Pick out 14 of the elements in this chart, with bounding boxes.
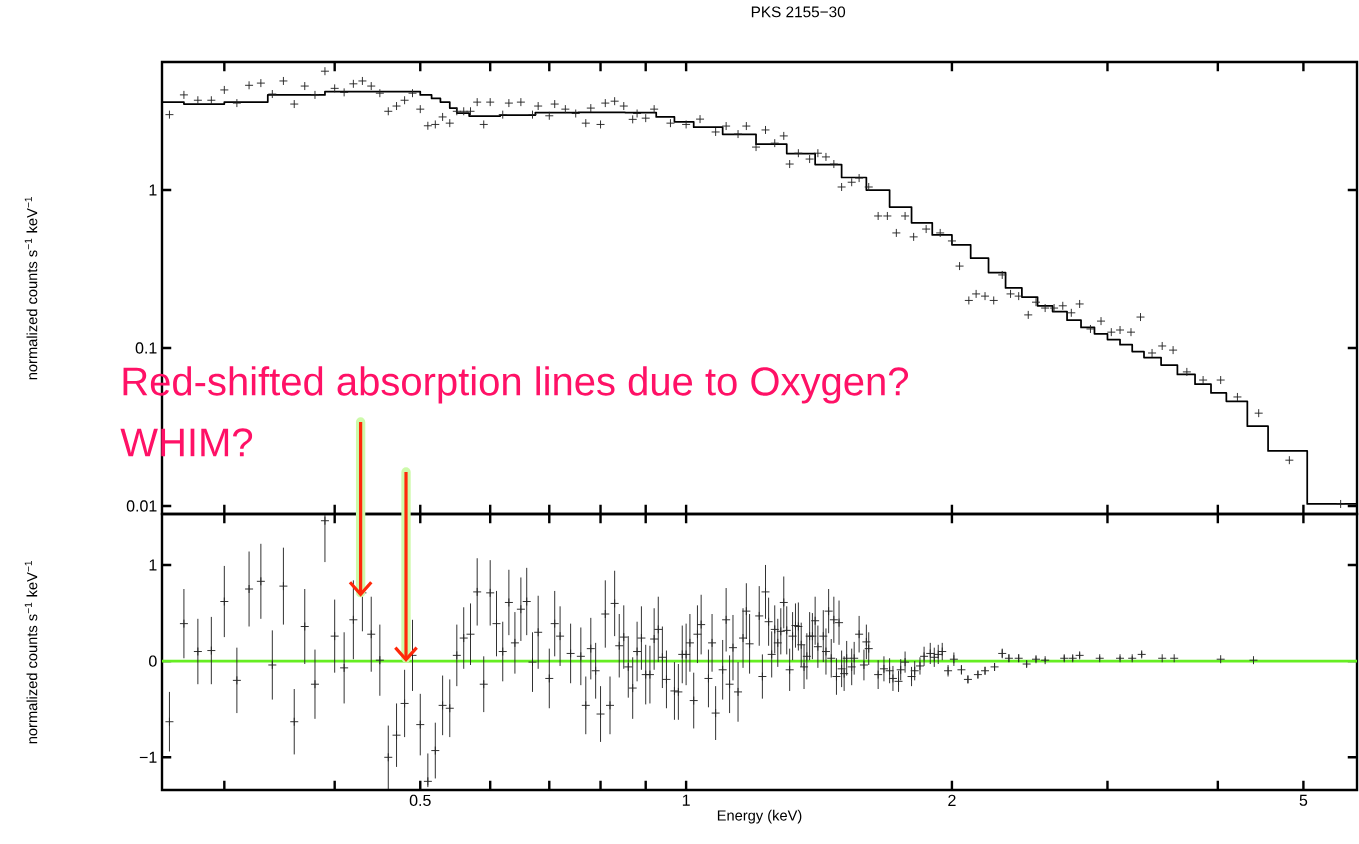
x-tick-label: 2 bbox=[948, 794, 956, 806]
x-tick-label: 1 bbox=[682, 794, 690, 806]
y-tick-label: 0.01 bbox=[126, 500, 157, 512]
y-tick-label: 1 bbox=[149, 559, 157, 571]
y-axis-title: normalized counts s$^{−1}$ keV$^{−1}$ bbox=[24, 560, 38, 744]
y-tick-label: −1 bbox=[139, 751, 157, 763]
y-tick-label: 1 bbox=[149, 184, 157, 196]
y-axis-title: normalized counts s$^{−1}$ keV$^{−1}$ bbox=[24, 196, 38, 380]
chart-title: PKS 2155−30 bbox=[751, 6, 846, 18]
y-tick-label: 0 bbox=[149, 655, 157, 667]
y-tick-label: 0.1 bbox=[135, 342, 157, 354]
x-tick-label: 0.5 bbox=[409, 794, 431, 807]
x-axis-title: Energy (keV) bbox=[717, 809, 802, 824]
x-tick-label: 5 bbox=[1299, 794, 1308, 806]
